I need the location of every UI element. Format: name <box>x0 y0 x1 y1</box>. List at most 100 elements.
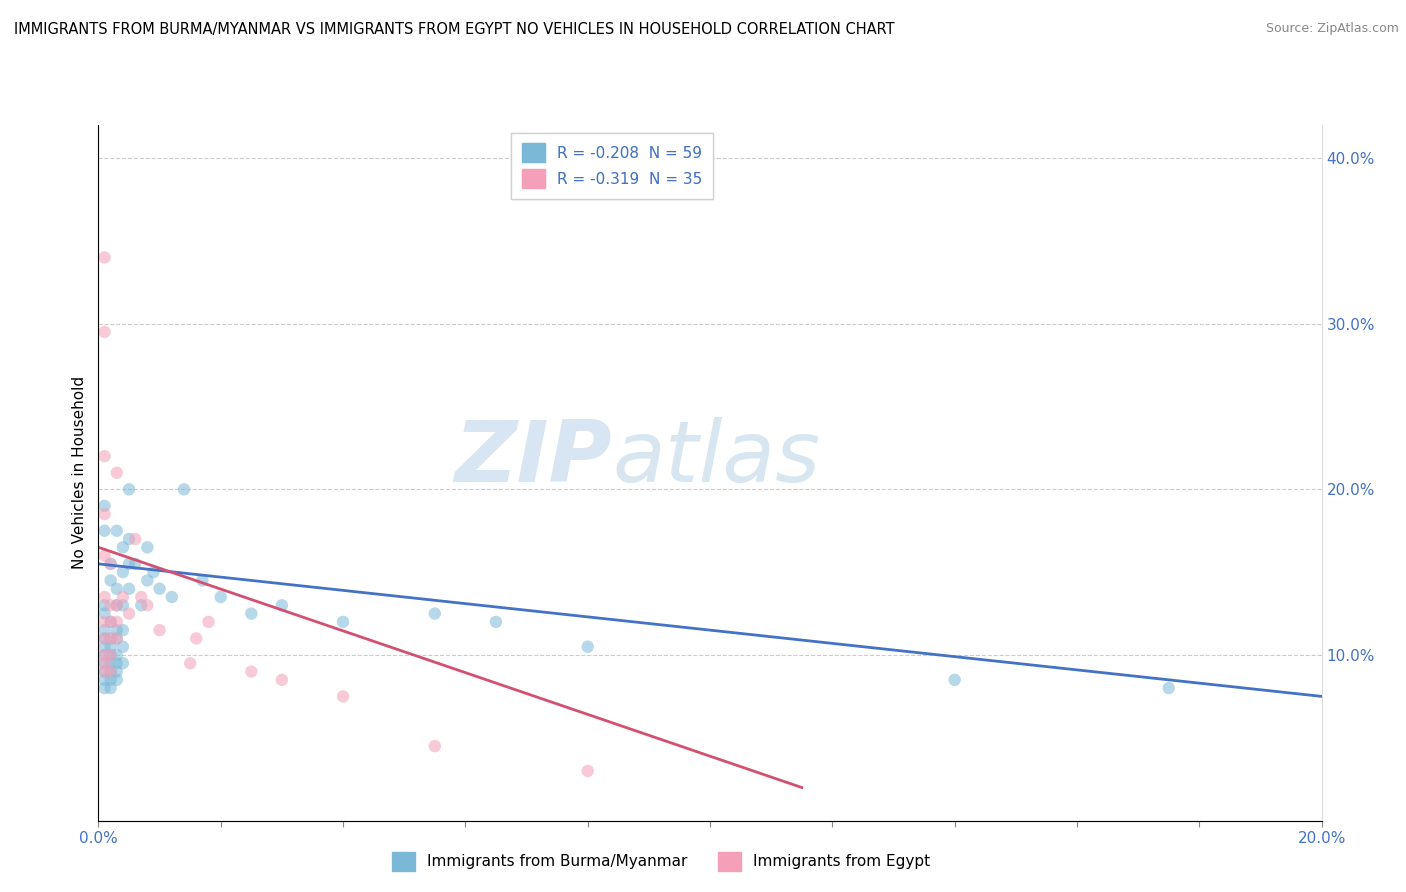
Point <box>423 739 446 753</box>
Point <box>105 632 128 646</box>
Legend: R = -0.208  N = 59, R = -0.319  N = 35: R = -0.208 N = 59, R = -0.319 N = 35 <box>512 133 713 199</box>
Point <box>100 665 122 679</box>
Point <box>118 532 141 546</box>
Point <box>149 623 172 637</box>
Point <box>93 648 115 662</box>
Point <box>1157 681 1180 695</box>
Point <box>240 607 263 621</box>
Point <box>111 541 134 555</box>
Point <box>93 632 115 646</box>
Legend: Immigrants from Burma/Myanmar, Immigrants from Egypt: Immigrants from Burma/Myanmar, Immigrant… <box>382 843 939 880</box>
Point <box>105 599 128 613</box>
Point <box>100 615 122 629</box>
Point <box>576 764 599 778</box>
Point <box>93 507 115 521</box>
Point <box>576 640 599 654</box>
Point <box>160 590 183 604</box>
Point <box>118 607 141 621</box>
Point <box>93 325 115 339</box>
Point <box>93 673 115 687</box>
Point <box>111 640 134 654</box>
Point <box>124 557 146 571</box>
Point <box>93 632 115 646</box>
Point <box>485 615 508 629</box>
Point <box>142 565 165 579</box>
Point <box>111 590 134 604</box>
Text: atlas: atlas <box>612 417 820 500</box>
Point <box>100 665 122 679</box>
Point <box>93 623 115 637</box>
Point <box>105 623 128 637</box>
Point <box>100 648 122 662</box>
Point <box>191 574 214 588</box>
Point <box>93 665 115 679</box>
Point <box>332 615 354 629</box>
Point <box>124 532 146 546</box>
Point <box>100 657 122 671</box>
Point <box>943 673 966 687</box>
Text: ZIP: ZIP <box>454 417 612 500</box>
Point <box>93 599 115 613</box>
Point <box>93 657 115 671</box>
Point <box>100 632 122 646</box>
Point <box>100 640 122 654</box>
Point <box>93 251 115 265</box>
Point <box>105 648 128 662</box>
Point <box>93 549 115 563</box>
Text: Source: ZipAtlas.com: Source: ZipAtlas.com <box>1265 22 1399 36</box>
Point <box>100 557 122 571</box>
Point <box>270 599 292 613</box>
Point <box>111 623 134 637</box>
Point <box>93 657 115 671</box>
Point <box>423 607 446 621</box>
Point <box>105 615 128 629</box>
Point <box>105 582 128 596</box>
Point <box>105 466 128 480</box>
Point <box>93 681 115 695</box>
Text: IMMIGRANTS FROM BURMA/MYANMAR VS IMMIGRANTS FROM EGYPT NO VEHICLES IN HOUSEHOLD : IMMIGRANTS FROM BURMA/MYANMAR VS IMMIGRA… <box>14 22 894 37</box>
Point <box>93 449 115 463</box>
Point <box>136 599 159 613</box>
Point <box>100 557 122 571</box>
Y-axis label: No Vehicles in Household: No Vehicles in Household <box>72 376 87 569</box>
Point <box>93 648 115 662</box>
Point <box>111 565 134 579</box>
Point <box>100 599 122 613</box>
Point <box>93 615 115 629</box>
Point <box>100 615 122 629</box>
Point <box>93 607 115 621</box>
Point <box>100 681 122 695</box>
Point <box>105 673 128 687</box>
Point <box>100 673 122 687</box>
Point <box>105 524 128 538</box>
Point <box>136 541 159 555</box>
Point <box>93 590 115 604</box>
Point <box>93 499 115 513</box>
Point <box>111 657 134 671</box>
Point <box>270 673 292 687</box>
Point <box>105 665 128 679</box>
Point <box>332 690 354 704</box>
Point <box>118 582 141 596</box>
Point <box>209 590 232 604</box>
Point <box>93 665 115 679</box>
Point <box>149 582 172 596</box>
Point <box>136 574 159 588</box>
Point <box>240 665 263 679</box>
Point <box>118 483 141 497</box>
Point <box>100 632 122 646</box>
Point <box>105 657 128 671</box>
Point <box>179 657 201 671</box>
Point <box>100 574 122 588</box>
Point <box>93 640 115 654</box>
Point <box>105 632 128 646</box>
Point <box>186 632 208 646</box>
Point <box>105 599 128 613</box>
Point <box>197 615 219 629</box>
Point <box>173 483 195 497</box>
Point <box>93 524 115 538</box>
Point <box>129 590 152 604</box>
Point <box>129 599 152 613</box>
Point <box>100 648 122 662</box>
Point <box>111 599 134 613</box>
